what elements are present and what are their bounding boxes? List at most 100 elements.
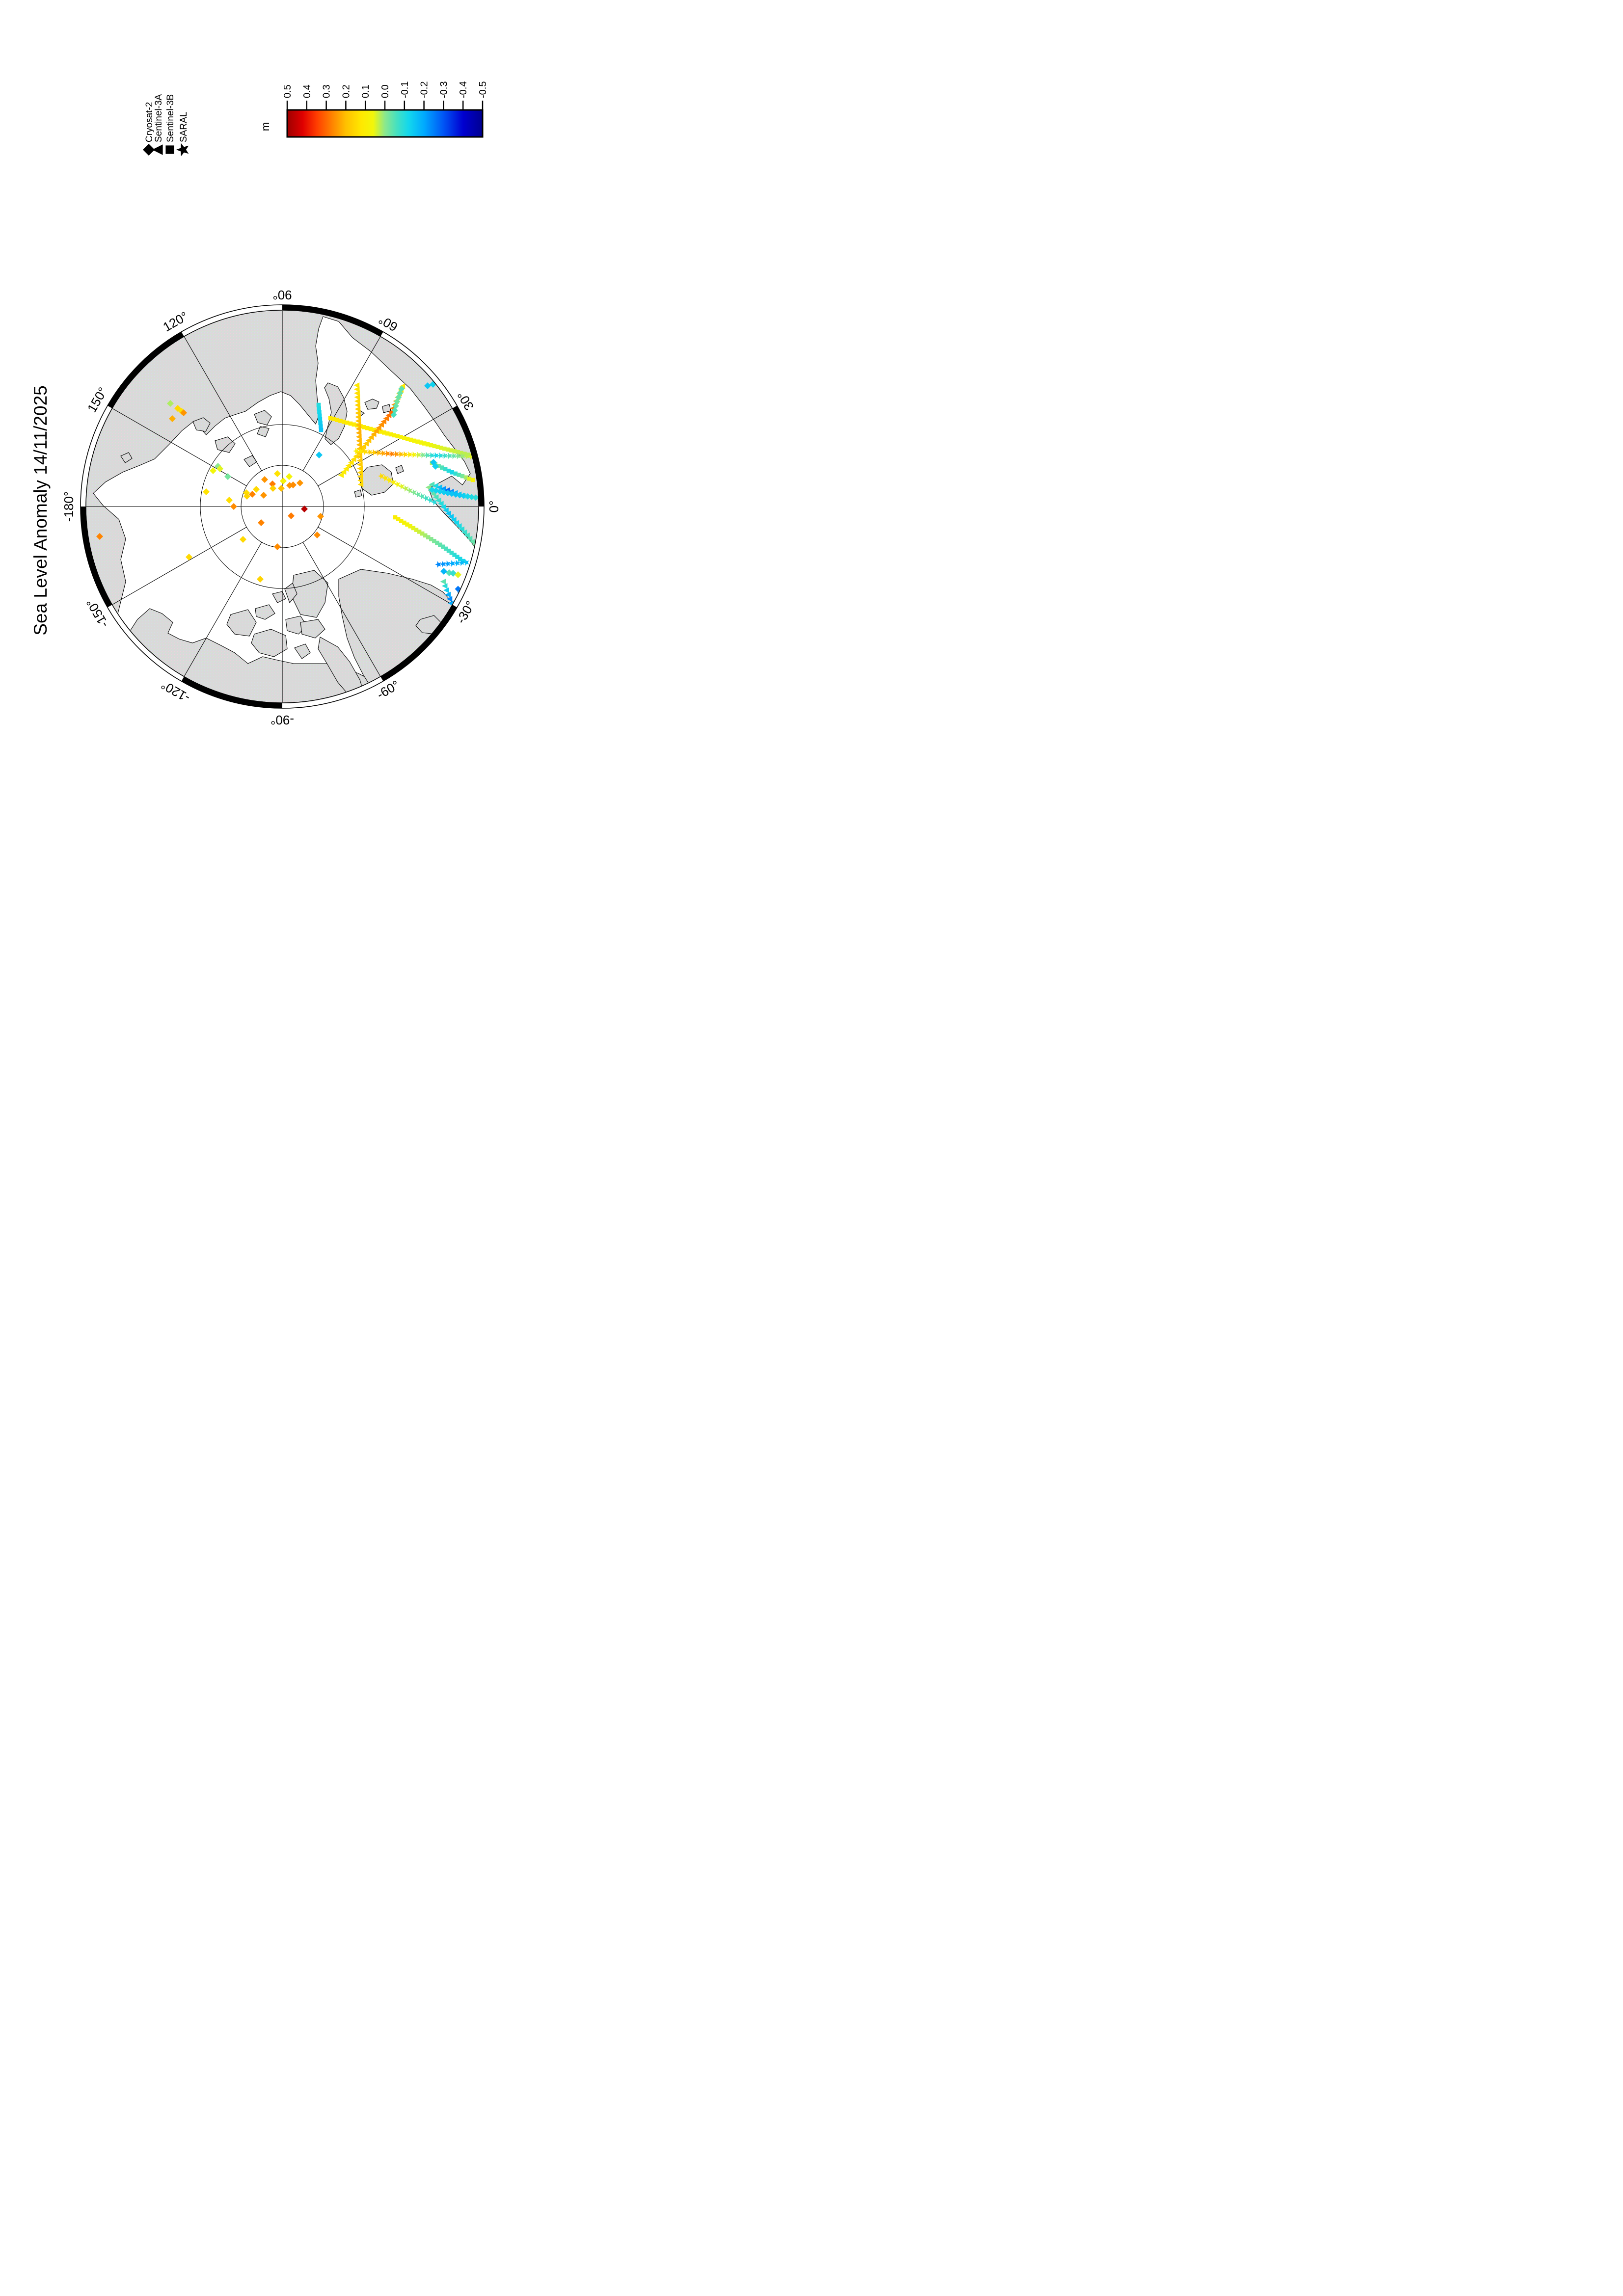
- figure-page: Sea Level Anomaly 14/11/2025 Cryosat-2 Se…: [0, 0, 541, 765]
- track-marker-triangle: [373, 428, 379, 434]
- track-marker-triangle: [448, 513, 454, 520]
- track-marker-triangle: [360, 444, 367, 450]
- track-marker-triangle: [461, 529, 467, 535]
- track-marker-square: [450, 470, 455, 475]
- track-marker-star: [414, 491, 421, 498]
- data-point-diamond: [317, 513, 324, 520]
- colorbar-tick-label: -0.1: [400, 81, 410, 98]
- track-marker-diamond: [390, 411, 397, 418]
- track-marker-star: [353, 448, 359, 454]
- colorbar-tick-label: 0.4: [302, 84, 313, 98]
- track-marker-star: [418, 493, 425, 500]
- track-marker-square: [405, 436, 410, 441]
- land-polygon: [243, 455, 257, 467]
- track-marker-diamond: [456, 492, 463, 499]
- track-marker-star: [432, 452, 439, 459]
- track-marker-triangle: [356, 438, 362, 444]
- track-marker-star: [378, 473, 384, 480]
- track-marker-triangle: [350, 456, 356, 462]
- track-marker-diamond: [394, 398, 401, 405]
- land-polygon: [354, 489, 362, 498]
- track-marker-diamond: [392, 402, 399, 409]
- data-point-diamond: [216, 465, 223, 472]
- track-marker-triangle: [425, 484, 432, 490]
- track-marker-star: [390, 479, 397, 486]
- data-point-diamond: [297, 480, 303, 486]
- track-marker-star: [441, 452, 448, 459]
- track-marker-square: [449, 448, 454, 453]
- data-point-diamond: [261, 476, 268, 483]
- track-marker-star: [401, 451, 408, 458]
- data-point-diamond: [169, 415, 176, 422]
- track-marker-diamond: [472, 494, 478, 501]
- track-marker-square: [379, 429, 383, 434]
- track-marker-triangle: [440, 579, 446, 585]
- track-marker-diamond: [460, 592, 466, 599]
- track-marker-triangle: [450, 517, 457, 523]
- colorbar-tick-label: 0.5: [282, 84, 293, 98]
- track-marker-square: [335, 418, 339, 422]
- track-marker-square: [445, 447, 450, 452]
- track-marker-star: [397, 451, 404, 458]
- track-marker-triangle: [446, 596, 453, 602]
- track-marker-triangle: [443, 507, 449, 513]
- track-marker-triangle: [356, 457, 363, 464]
- meridian-line: [112, 408, 247, 486]
- legend-label: Sentinel-3A: [154, 94, 164, 142]
- track-marker-square: [317, 410, 322, 414]
- track-marker-triangle: [445, 591, 451, 598]
- data-point-diamond: [210, 467, 216, 474]
- track-marker-triangle: [343, 466, 349, 472]
- track-marker-triangle: [365, 437, 372, 444]
- track-marker-triangle: [433, 494, 439, 500]
- colorbar-tick-label: 0.3: [322, 84, 332, 98]
- data-point-diamond: [243, 493, 250, 500]
- legend-symbols: [143, 143, 189, 157]
- track-marker-square: [419, 440, 423, 445]
- track-marker-diamond: [468, 494, 475, 501]
- track-marker-triangle: [354, 406, 361, 412]
- meridian-line: [184, 542, 262, 677]
- track-marker-square: [432, 444, 437, 449]
- meridian-line: [112, 527, 247, 605]
- data-point-diamond: [286, 473, 293, 480]
- track-marker-triangle: [370, 431, 377, 437]
- colorbar-tick-label: 0.1: [360, 84, 371, 98]
- data-point-diamond: [257, 576, 264, 583]
- track-marker-triangle: [459, 526, 464, 533]
- track-marker-square: [439, 446, 443, 450]
- track-marker-star: [431, 499, 437, 506]
- polar-map: 90°120°150°-180°-150°-120°-90°-60°-30°0°…: [61, 288, 501, 727]
- colorbar-tick-label: 0.2: [341, 84, 352, 98]
- colorbar-gradient: [286, 109, 484, 138]
- track-marker-square: [408, 437, 413, 442]
- frame-black-sector: [452, 405, 484, 507]
- track-marker-triangle: [338, 472, 344, 478]
- track-marker-star: [463, 453, 470, 460]
- track-marker-star: [449, 560, 456, 567]
- land-polygon: [272, 591, 286, 603]
- track-marker-triangle: [469, 538, 475, 545]
- track-marker-square: [342, 420, 346, 424]
- legend-symbol-triangle: [152, 144, 163, 155]
- track-marker-star: [458, 560, 465, 566]
- land-polygon: [338, 569, 478, 702]
- data-point-diamond: [278, 485, 285, 492]
- track-marker-star: [379, 450, 386, 456]
- data-point-diamond: [180, 409, 187, 416]
- land-polygon: [255, 604, 275, 620]
- frame-black-sector: [81, 507, 112, 608]
- track-marker-triangle: [363, 440, 369, 447]
- track-marker-triangle: [357, 473, 363, 480]
- track-marker-star: [388, 451, 395, 457]
- colorbar-tick-label: -0.2: [419, 81, 430, 98]
- track-marker-square: [435, 445, 440, 449]
- data-point-diamond: [301, 506, 308, 512]
- colorbar-tick-label: -0.3: [438, 81, 449, 98]
- data-point-diamond: [316, 452, 323, 458]
- track-marker-star: [366, 449, 373, 455]
- data-point-diamond: [167, 400, 174, 407]
- track-marker-square: [318, 421, 323, 425]
- frame-black-sector: [282, 305, 383, 337]
- cryosat2-point-markers: [96, 381, 461, 583]
